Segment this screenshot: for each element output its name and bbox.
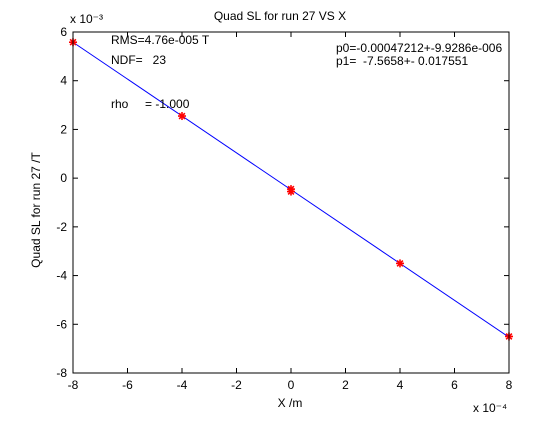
p1-annotation: p1= -7.5658+- 0.017551 [336,54,469,68]
rho-annotation: rho = -1.000 [111,97,190,111]
y-axis-label: Quad SL for run 27 /T [29,152,43,268]
y-tick-label: 6 [60,25,67,39]
x-tick-label: -2 [231,378,242,392]
y-tick-label: 2 [60,122,67,136]
p0-annotation: p0=-0.00047212+-9.9286e-006 [336,41,503,55]
y-tick-label: 0 [60,171,67,185]
x-tick-label: 4 [397,378,404,392]
ticks-layer: -8 -6 -4 -2 0 2 4 6 8 -8 -6 -4 -2 0 2 4 6 [56,25,512,392]
chart-title: Quad SL for run 27 VS X [213,9,347,23]
data-point [287,187,295,196]
rms-annotation: RMS=4.76e-005 T [111,33,210,47]
y-tick-label: 4 [60,74,67,88]
x-tick-label: -6 [122,378,133,392]
data-point [396,259,404,268]
x-tick-label: -4 [177,378,188,392]
x-exponent-label: x 10⁻⁴ [473,401,508,415]
point-stroke [287,188,295,195]
y-tick-label: -2 [56,220,67,234]
x-tick-label: 2 [342,378,349,392]
y-tick-label: -8 [56,366,67,380]
ndf-annotation: NDF= 23 [111,53,167,67]
point-stroke [396,259,404,267]
x-axis-label: X /m [277,396,303,410]
x-tick-label: -8 [68,378,79,392]
y-tick-label: -4 [56,269,67,283]
x-tick-label: 6 [451,378,458,392]
y-tick-label: -6 [56,317,67,331]
data-point [178,112,186,121]
x-tick-label: 8 [506,378,513,392]
point-stroke [178,112,186,120]
axes-box [72,31,510,374]
x-tick-label: 0 [288,378,295,392]
y-exponent-label: x 10⁻³ [70,12,104,26]
